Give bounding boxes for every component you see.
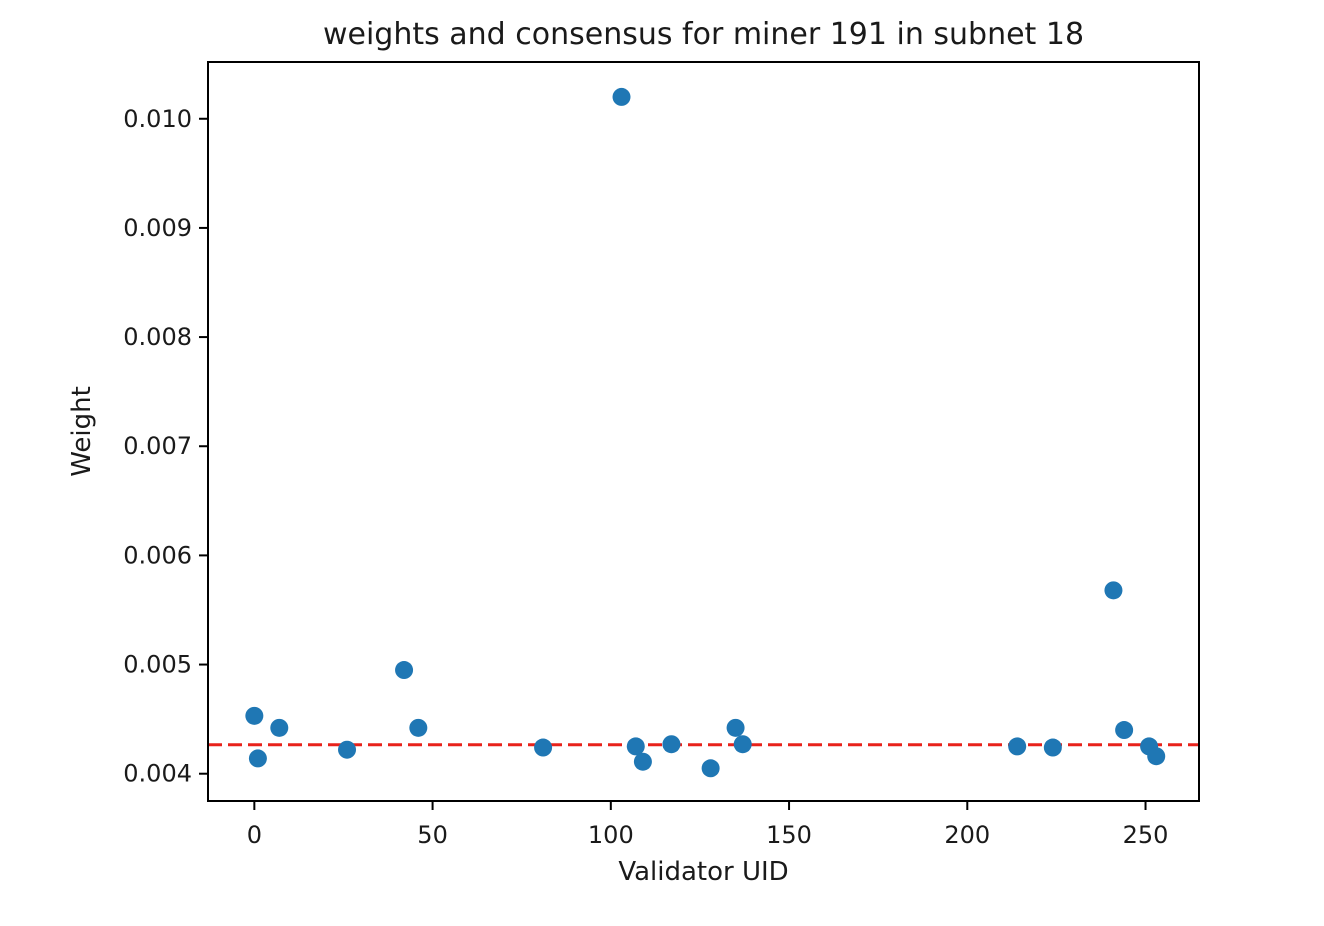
data-point [633,752,652,771]
y-tick-label: 0.008 [123,323,192,351]
data-point [270,718,289,737]
y-tick-label: 0.006 [123,541,192,569]
data-point [1104,581,1123,600]
x-tick-label: 250 [1123,821,1169,849]
y-tick-label: 0.007 [123,432,192,460]
y-tick-label: 0.005 [123,651,192,679]
chart-title: weights and consensus for miner 191 in s… [323,17,1084,52]
y-tick-label: 0.009 [123,214,192,242]
data-point [245,706,264,725]
data-point [395,661,414,680]
data-point [701,759,720,778]
data-point [1008,737,1027,756]
data-point [338,740,357,759]
x-tick-label: 200 [944,821,990,849]
data-point [1043,738,1062,757]
y-tick-label: 0.004 [123,760,192,788]
data-point [626,737,645,756]
x-tick-label: 150 [766,821,812,849]
data-point [534,738,553,757]
y-axis-label: Weight [67,386,97,477]
x-axis-label: Validator UID [618,857,788,887]
data-point [612,87,631,106]
plot-frame [207,61,1200,802]
x-tick-label: 0 [247,821,262,849]
data-point [248,749,267,768]
data-point [733,735,752,754]
x-tick-label: 50 [417,821,448,849]
data-point [662,735,681,754]
y-tick-label: 0.010 [123,105,192,133]
data-point [1147,747,1166,766]
x-tick-label: 100 [588,821,634,849]
data-point [1115,721,1134,740]
data-point [726,718,745,737]
data-point [409,718,428,737]
